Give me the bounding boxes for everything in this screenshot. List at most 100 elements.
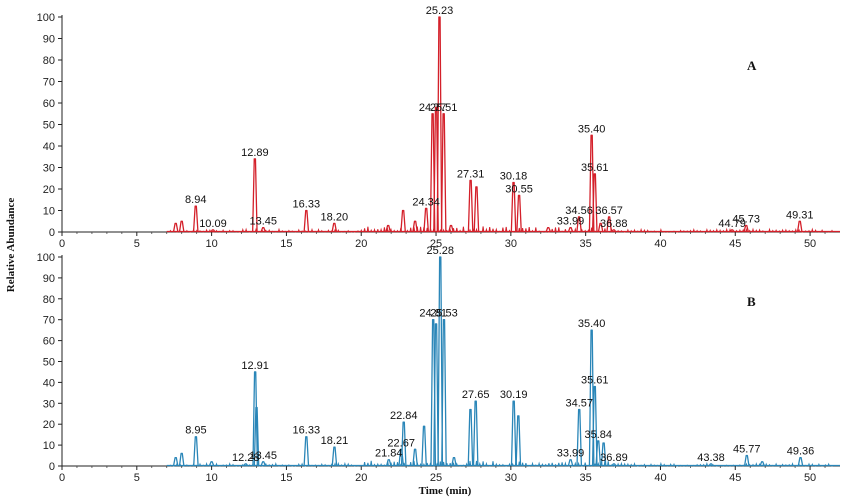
x-tick-label: 45 [729, 238, 741, 250]
peak [172, 456, 179, 467]
peak-label: 33.99 [557, 216, 585, 228]
peak [510, 181, 517, 233]
peak [606, 216, 612, 233]
peak [178, 220, 185, 233]
x-tick-label: 35 [580, 238, 592, 250]
x-tick-label: 5 [134, 472, 140, 484]
y-tick-label: 20 [43, 184, 55, 196]
peak-label: 36.89 [600, 452, 628, 464]
panel-letter: A [747, 58, 757, 73]
peak-label: 12.91 [241, 360, 269, 372]
peak-label: 34.57 [565, 398, 593, 410]
y-tick-label: 90 [43, 34, 55, 46]
peak [260, 461, 267, 467]
peak [193, 436, 199, 467]
peak [729, 229, 735, 233]
peak [440, 113, 447, 233]
y-tick-label: 50 [43, 120, 55, 132]
peak [423, 207, 430, 233]
peak [331, 222, 338, 233]
peak [243, 463, 249, 467]
peak [576, 216, 582, 233]
peak-label: 24.81 [419, 308, 447, 320]
peak-label: 16.33 [293, 199, 321, 211]
peak-label: 10.09 [199, 218, 227, 230]
y-tick-label: 70 [43, 77, 55, 89]
x-tick-label: 10 [205, 238, 217, 250]
peak [743, 224, 750, 233]
x-tick-label: 30 [505, 472, 517, 484]
peak-label: 22.67 [387, 437, 415, 449]
peak [576, 408, 583, 467]
peak-label: 43.38 [697, 452, 725, 464]
y-tick-label: 30 [43, 163, 55, 175]
peak-label: 35.61 [581, 375, 609, 387]
peak [588, 134, 595, 233]
y-tick-label: 10 [43, 440, 55, 452]
peak [451, 456, 457, 467]
panel-letter: B [747, 294, 756, 309]
peak-label: 25.23 [426, 5, 454, 17]
x-tick-label: 0 [59, 472, 65, 484]
peak [588, 329, 595, 467]
x-tick-label: 10 [205, 472, 217, 484]
y-tick-label: 10 [43, 206, 55, 218]
y-tick-label: 40 [43, 377, 55, 389]
peak-label: 12.89 [241, 147, 269, 159]
peak-label: 49.36 [787, 446, 815, 458]
peak-label: 30.19 [500, 389, 528, 401]
peak-label: 45.77 [733, 444, 761, 456]
x-tick-label: 5 [134, 238, 140, 250]
y-tick-label: 70 [43, 315, 55, 327]
peak-label: 27.65 [462, 389, 490, 401]
peak-label: 25.51 [430, 102, 458, 114]
x-tick-label: 25 [430, 472, 442, 484]
peak [303, 209, 310, 233]
peak [437, 256, 444, 467]
peak [545, 227, 552, 233]
peak [611, 463, 617, 467]
peak [600, 442, 607, 467]
peak [759, 461, 766, 467]
peak [252, 158, 258, 233]
peak-label: 24.77 [419, 102, 447, 114]
peak [797, 456, 804, 467]
x-tick-label: 45 [729, 472, 741, 484]
peak-label: 21.84 [375, 448, 403, 460]
peak [708, 463, 714, 467]
y-tick-label: 40 [43, 141, 55, 153]
peak-label: 35.84 [584, 429, 612, 441]
panel-b: 0 10 20 30 40 50 60 70 80 90 100 0 5 10 15 20 25 30 35 40 45… [37, 245, 840, 484]
x-tick-label: 0 [59, 238, 65, 250]
x-tick-label: 50 [804, 238, 816, 250]
x-axis-title: Time (min) [419, 485, 472, 497]
x-tick-label: 20 [355, 472, 367, 484]
y-tick-label: 30 [43, 398, 55, 410]
peak [448, 224, 454, 233]
peak-label: 35.61 [581, 162, 609, 174]
x-tick-label: 25 [430, 238, 442, 250]
peak [398, 448, 405, 467]
peak-label: 8.95 [185, 425, 206, 437]
peak [400, 209, 406, 233]
peak [385, 224, 391, 233]
y-tick-label: 0 [49, 227, 55, 239]
peak [611, 229, 617, 233]
peak [510, 400, 517, 467]
x-tick-label: 20 [355, 238, 367, 250]
y-axis-title: Relative Abundance [5, 198, 17, 293]
y-tick-label: 100 [37, 252, 55, 264]
y-tick-label: 0 [49, 461, 55, 473]
y-tick-label: 60 [43, 336, 55, 348]
y-tick-label: 90 [43, 273, 55, 285]
peak [252, 371, 259, 467]
peak-label: 13.45 [249, 216, 277, 228]
x-tick-label: 30 [505, 238, 517, 250]
peak-label: 30.18 [500, 171, 528, 183]
peak-label: 34.56 [565, 205, 593, 217]
peak [192, 205, 199, 233]
peak-label: 36.57 [595, 205, 623, 217]
peak-label: 35.40 [578, 318, 606, 330]
peak [172, 222, 179, 233]
